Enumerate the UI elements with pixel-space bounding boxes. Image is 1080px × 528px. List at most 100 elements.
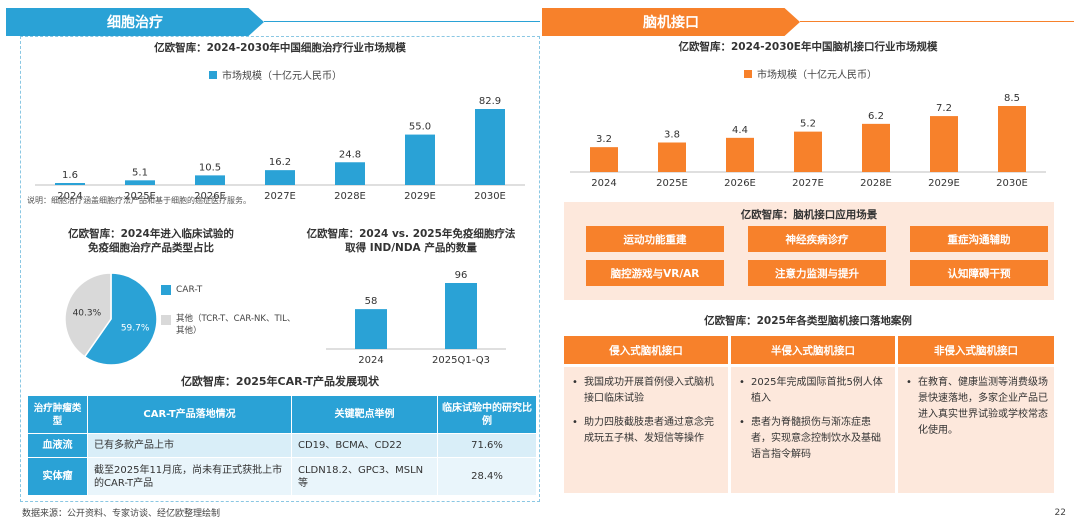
bar	[475, 109, 505, 185]
cart-table-header-status: CAR-T产品落地情况	[87, 395, 292, 434]
tick-label: 2029E	[928, 178, 960, 189]
cart-row-targets: CD19、BCMA、CD22	[291, 433, 438, 458]
cart-row-type: 血液流	[27, 433, 88, 458]
pie-slice	[64, 272, 112, 358]
data-label: 7.2	[936, 103, 952, 114]
bci-panel: 亿欧智库：2024-2030E年中国脑机接口行业市场规模 市场规模（十亿元人民币…	[556, 36, 1060, 502]
pie-legend-other-label: 其他（TCR-T、CAR-NK、TIL、其他）	[176, 314, 296, 336]
scenarios-title: 亿欧智库：脑机接口应用场景	[740, 209, 878, 221]
scenarios-box: 亿欧智库：脑机接口应用场景 运动功能重建 神经疾病诊疗 重症沟通辅助 脑控游戏与…	[564, 202, 1054, 300]
ind-title-line1: 亿欧智库：2024 vs. 2025年免疫细胞疗法	[306, 228, 516, 240]
tick-label: 2025Q1-Q3	[432, 355, 490, 366]
tick-label: 2027E	[792, 178, 824, 189]
bci-market-legend: 市场规模（十亿元人民币）	[744, 66, 877, 81]
tick-label: 2029E	[404, 191, 436, 202]
cell-market-legend: 市场规模（十亿元人民币）	[209, 67, 342, 82]
bci-market-chart: 3.2 2024 3.8 2025E 4.4 2026E 5.2 2027E 6.2 2028E 7…	[570, 93, 1046, 189]
data-label: 8.5	[1004, 93, 1020, 104]
pie-chart: 59.7% 40.3%	[64, 272, 158, 366]
cell-therapy-tab-line	[264, 21, 540, 22]
data-label: 10.5	[199, 162, 221, 173]
tick-label: 2024	[358, 355, 383, 366]
tick-label: 2026E	[194, 191, 226, 202]
bar	[55, 183, 85, 185]
cart-row-status: 截至2025年11月底，尚未有正式获批上市的CAR-T产品	[87, 457, 292, 496]
pie-slice	[83, 272, 158, 366]
scenario-item: 认知障碍干预	[910, 260, 1048, 286]
cell-therapy-panel: 亿欧智库：2024-2030年中国细胞治疗行业市场规模 市场规模（十亿元人民币）…	[20, 36, 540, 502]
tick-label: 2027E	[264, 191, 296, 202]
pie-legend-cart-label: CAR-T	[176, 285, 203, 295]
table-row: 实体瘤 截至2025年11月底，尚未有正式获批上市的CAR-T产品 CLDN18…	[27, 457, 537, 496]
data-label: 96	[455, 270, 468, 281]
case-col-semi-invasive: 2025年完成国际首批5例人体植入 患者为脊髓损伤与渐冻症患者，实现意念控制饮水…	[731, 367, 895, 493]
cart-row-type: 实体瘤	[27, 457, 88, 496]
pie-title-line2: 免疫细胞治疗产品类型占比	[88, 242, 214, 254]
case-head-invasive: 侵入式脑机接口	[564, 336, 728, 364]
pie-legend-other-swatch	[161, 315, 171, 325]
ind-chart: 58 2024 96 2025Q1-Q3	[326, 270, 506, 366]
bci-tab: 脑机接口	[542, 8, 800, 36]
cell-market-title: 亿欧智库：2024-2030年中国细胞治疗行业市场规模	[154, 42, 406, 54]
case-col-invasive: 我国成功开展首例侵入式脑机接口临床试验 助力四肢截肢患者通过意念完成玩五子棋、发…	[564, 367, 728, 493]
cart-table: 治疗肿瘤类型 CAR-T产品落地情况 关键靶点举例 临床试验中的研究比例 血液流…	[27, 395, 537, 496]
cart-table-header-targets: 关键靶点举例	[291, 395, 438, 434]
cart-row-pct: 71.6%	[437, 433, 537, 458]
bar	[862, 123, 890, 172]
bar	[405, 134, 435, 185]
case-head-semi-invasive: 半侵入式脑机接口	[731, 336, 895, 364]
tick-label: 2028E	[860, 178, 892, 189]
cart-table-header-type: 治疗肿瘤类型	[27, 395, 88, 434]
bar	[726, 137, 754, 172]
data-label: 3.8	[664, 129, 680, 140]
cell-market-chart: 1.6 2024 5.1 2025E 10.5 2026E 16.2 2027E 24.8 202…	[35, 96, 525, 202]
cell-therapy-tab-label: 细胞治疗	[107, 15, 163, 31]
data-label: 82.9	[479, 96, 501, 107]
bci-market-legend-swatch	[744, 69, 752, 78]
table-row: 血液流 已有多款产品上市 CD19、BCMA、CD22 71.6%	[27, 433, 537, 458]
data-label: 1.6	[62, 170, 78, 181]
data-label: 6.2	[868, 111, 884, 122]
bci-tab-line	[800, 21, 1074, 22]
data-label: 16.2	[269, 157, 291, 168]
list-item: 我国成功开展首例侵入式脑机接口临床试验	[570, 375, 722, 407]
data-label: 5.1	[132, 167, 148, 178]
cases-title: 亿欧智库：2025年各类型脑机接口落地案例	[704, 315, 912, 327]
cart-table-header-pct: 临床试验中的研究比例	[437, 395, 537, 434]
scenario-item: 神经疾病诊疗	[748, 226, 886, 252]
scenario-item: 运动功能重建	[586, 226, 724, 252]
tick-label: 2025E	[656, 178, 688, 189]
tick-label: 2030E	[996, 178, 1028, 189]
bar	[658, 142, 686, 172]
bar	[335, 162, 365, 185]
bar	[590, 147, 618, 172]
pie-label: 59.7%	[121, 324, 150, 334]
data-label: 5.2	[800, 119, 816, 130]
bar	[125, 180, 155, 185]
bar	[445, 283, 477, 349]
tick-label: 2024	[591, 178, 616, 189]
bci-market-title: 亿欧智库：2024-2030E年中国脑机接口行业市场规模	[678, 41, 938, 53]
cell-market-note: 说明：细胞治疗涵盖细胞疗法产品和基于细胞的癌症医疗服务。	[27, 196, 251, 205]
pie-title-line1: 亿欧智库：2024年进入临床试验的	[68, 228, 234, 240]
pie-label: 40.3%	[73, 308, 102, 318]
list-item: 2025年完成国际首批5例人体植入	[737, 375, 889, 407]
cell-market-legend-label: 市场规模（十亿元人民币）	[222, 71, 342, 82]
data-label: 58	[365, 296, 378, 307]
bar	[998, 106, 1026, 172]
footer-source: 数据来源：公开资料、专家访谈、经亿欧整理绘制	[22, 509, 221, 519]
bar	[930, 116, 958, 172]
pie-legend-cart: CAR-T	[161, 285, 202, 295]
scenario-item: 脑控游戏与VR/AR	[586, 260, 724, 286]
scenario-item: 注意力监测与提升	[748, 260, 886, 286]
page-number: 22	[1054, 508, 1066, 518]
list-item: 在教育、健康监测等消费级场景快速落地，多家企业产品已进入真实世界试验或学校常态化…	[904, 375, 1048, 439]
bar	[794, 131, 822, 172]
pie-legend-cart-swatch	[161, 285, 171, 295]
cart-row-status: 已有多款产品上市	[87, 433, 292, 458]
cart-row-pct: 28.4%	[437, 457, 537, 496]
ind-title-line2: 取得 IND/NDA 产品的数量	[345, 242, 477, 254]
tick-label: 2030E	[474, 191, 506, 202]
cell-market-legend-swatch	[209, 70, 217, 79]
data-label: 3.2	[596, 134, 612, 145]
